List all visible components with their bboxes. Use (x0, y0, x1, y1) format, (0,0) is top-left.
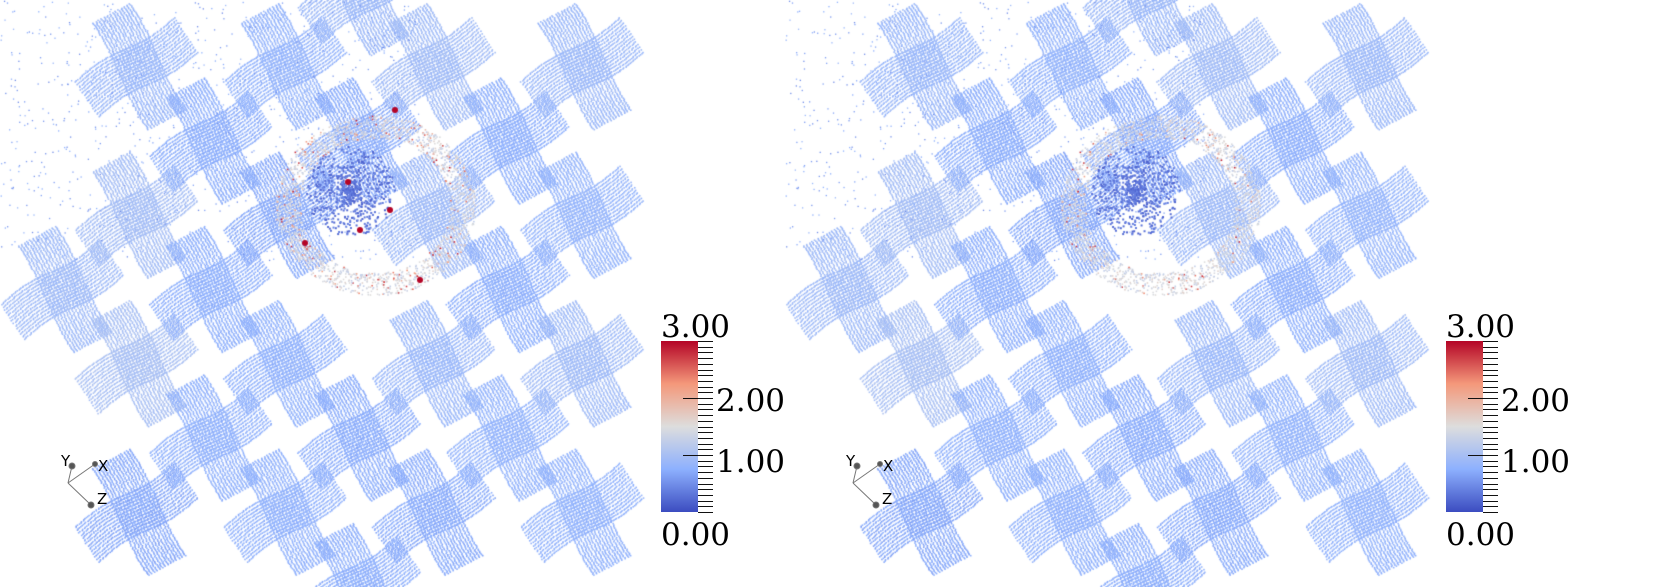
colorbar-major-tick (683, 455, 698, 456)
colorbar-minor-tick (698, 369, 713, 371)
colorbar-minor-tick (1483, 358, 1498, 360)
axis-y-label: Y (61, 452, 71, 470)
colorbar-minor-tick (1483, 443, 1498, 445)
colorbar-minor-tick (698, 437, 713, 439)
colorbar-minor-tick (698, 449, 713, 451)
axis-z-label: Z (97, 490, 108, 508)
colorbar-minor-tick (698, 489, 713, 491)
colorbar-minor-tick (698, 403, 713, 405)
colorbar-ticks (683, 341, 716, 513)
axis-y-label: Y (846, 452, 856, 470)
colorbar-major-tick (683, 398, 698, 399)
colorbar-minor-tick (698, 506, 713, 508)
colorbar-minor-tick (1483, 500, 1498, 502)
colorbar-minor-tick (1483, 363, 1498, 365)
colorbar-minor-tick (1483, 346, 1498, 348)
axes-lines-icon (852, 461, 883, 509)
colorbar-minor-tick (698, 352, 713, 354)
orientation-axes: Y X Z (840, 450, 910, 520)
colorbar-minor-tick (1483, 369, 1498, 371)
colorbar-minor-tick (698, 443, 713, 445)
colorbar-minor-tick (1483, 472, 1498, 474)
colorbar-minor-tick (1483, 403, 1498, 405)
colorbar-minor-tick (1483, 477, 1498, 479)
colorbar-minor-tick (698, 460, 713, 462)
colorbar-minor-tick (1483, 483, 1498, 485)
colorbar-minor-tick (698, 415, 713, 417)
colorbar-major-tick (1468, 455, 1483, 456)
colorbar-label-2: 2.00 (716, 383, 786, 419)
colorbar-minor-tick (1483, 466, 1498, 468)
colorbar-minor-tick (1483, 398, 1498, 399)
colorbar-minor-tick (1483, 455, 1498, 456)
colorbar-major-tick (1468, 398, 1483, 399)
colorbar-minor-tick (1483, 415, 1498, 417)
colorbar-label-1: 1.00 (716, 444, 786, 480)
colorbar-minor-tick (698, 432, 713, 434)
colorbar-min-label: 0.00 (661, 517, 731, 553)
colorbar-ticks (1468, 341, 1501, 513)
colorbar-minor-tick (698, 375, 713, 377)
colorbar-minor-tick (698, 409, 713, 411)
orientation-axes: Y X Z (55, 450, 125, 520)
colorbar-minor-tick (1483, 352, 1498, 354)
colorbar-min-label: 0.00 (1446, 517, 1516, 553)
right-render-view[interactable]: 3.00 2.00 1.00 0.00 Y X Z (785, 0, 1570, 587)
colorbar-gradient (1446, 341, 1483, 512)
colorbar-minor-tick (698, 512, 713, 513)
left-render-view[interactable]: 3.00 2.00 1.00 0.00 Y X Z (0, 0, 785, 587)
colorbar-minor-tick (698, 398, 713, 399)
colorbar-gradient (661, 341, 698, 512)
colorbar-max-label: 3.00 (1446, 309, 1516, 345)
colorbar-minor-tick (698, 420, 713, 422)
colorbar-minor-tick (1483, 392, 1498, 394)
colorbar-minor-tick (1483, 506, 1498, 508)
colorbar-minor-tick (698, 494, 713, 496)
colorbar-minor-tick (698, 386, 713, 388)
axis-x-label: X (883, 457, 894, 475)
colorbar-minor-tick (698, 426, 713, 428)
colorbar-minor-tick (1483, 432, 1498, 434)
colorbar-minor-tick (698, 363, 713, 365)
colorbar-label-1: 1.00 (1501, 444, 1571, 480)
axis-x-label: X (98, 457, 109, 475)
colorbar-minor-tick (1483, 460, 1498, 462)
colorbar-minor-tick (698, 472, 713, 474)
colorbar-minor-tick (1483, 426, 1498, 428)
colorbar-minor-tick (1483, 489, 1498, 491)
colorbar-minor-tick (1483, 386, 1498, 388)
colorbar-minor-tick (1483, 437, 1498, 439)
colorbar-minor-tick (698, 477, 713, 479)
axis-z-label: Z (882, 490, 893, 508)
axes-lines-icon (67, 461, 98, 509)
colorbar-minor-tick (698, 500, 713, 502)
colorbar-minor-tick (698, 455, 713, 456)
colorbar-minor-tick (698, 466, 713, 468)
colorbar-minor-tick (1483, 380, 1498, 382)
colorbar-minor-tick (698, 392, 713, 394)
colorbar-minor-tick (698, 358, 713, 360)
colorbar-minor-tick (1483, 409, 1498, 411)
colorbar-minor-tick (698, 483, 713, 485)
colorbar-minor-tick (1483, 420, 1498, 422)
colorbar-minor-tick (698, 346, 713, 348)
colorbar-minor-tick (1483, 375, 1498, 377)
colorbar-label-2: 2.00 (1501, 383, 1571, 419)
colorbar-minor-tick (1483, 341, 1498, 342)
colorbar-minor-tick (1483, 512, 1498, 513)
particle-point-cloud (785, 0, 1570, 587)
colorbar-max-label: 3.00 (661, 309, 731, 345)
colorbar-minor-tick (698, 380, 713, 382)
colorbar-minor-tick (1483, 449, 1498, 451)
colorbar-minor-tick (1483, 494, 1498, 496)
particle-point-cloud (0, 0, 785, 587)
colorbar-minor-tick (698, 341, 713, 342)
